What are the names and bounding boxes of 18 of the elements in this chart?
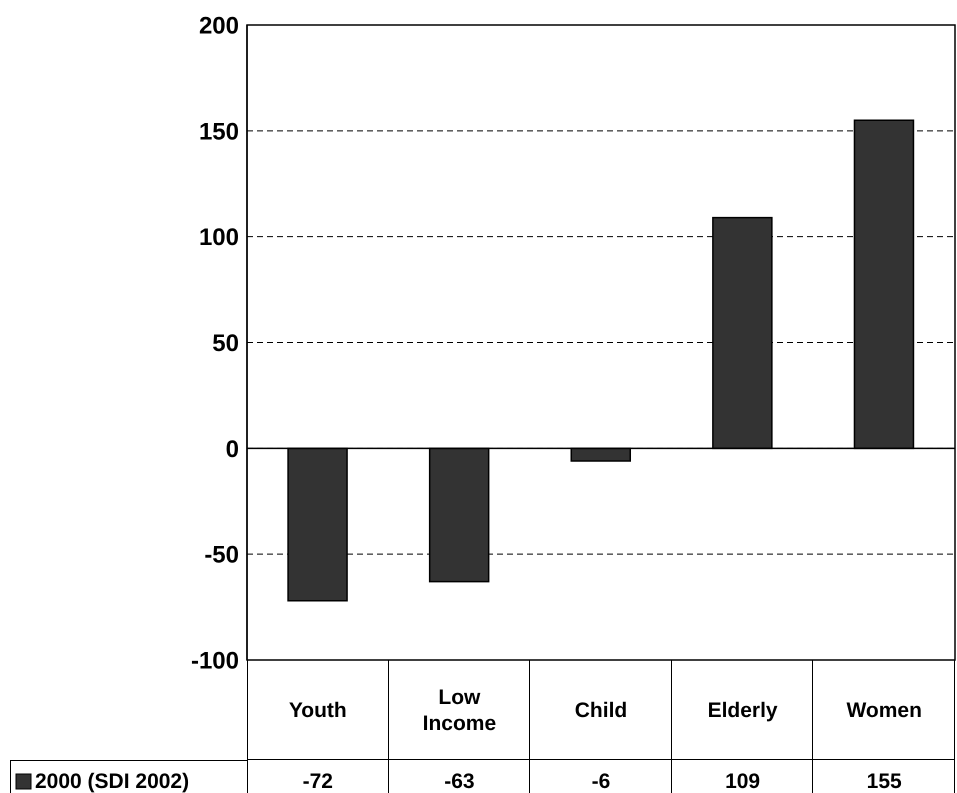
y-tick-label: -50 xyxy=(204,542,239,569)
y-tick-label: 200 xyxy=(198,12,239,40)
y-tick-label: 0 xyxy=(226,436,239,463)
x-tick-label: Elderly xyxy=(708,699,778,722)
legend-label: 2000 (SDI 2002) xyxy=(35,770,190,793)
x-tick-label: Low Income xyxy=(422,686,496,735)
y-tick-label: 50 xyxy=(212,330,239,358)
y-tick-label: 100 xyxy=(198,224,239,252)
data-label: -63 xyxy=(444,770,475,793)
y-tick-label: -100 xyxy=(190,648,239,675)
data-label: 109 xyxy=(725,770,760,793)
x-tick-label: Women xyxy=(846,699,922,722)
data-label: 155 xyxy=(866,770,902,793)
x-tick-label: Child xyxy=(574,699,628,722)
data-label: -72 xyxy=(302,770,333,793)
data-label: -6 xyxy=(592,770,610,793)
y-tick-label: 150 xyxy=(198,118,239,146)
x-tick-label: Youth xyxy=(288,699,347,722)
